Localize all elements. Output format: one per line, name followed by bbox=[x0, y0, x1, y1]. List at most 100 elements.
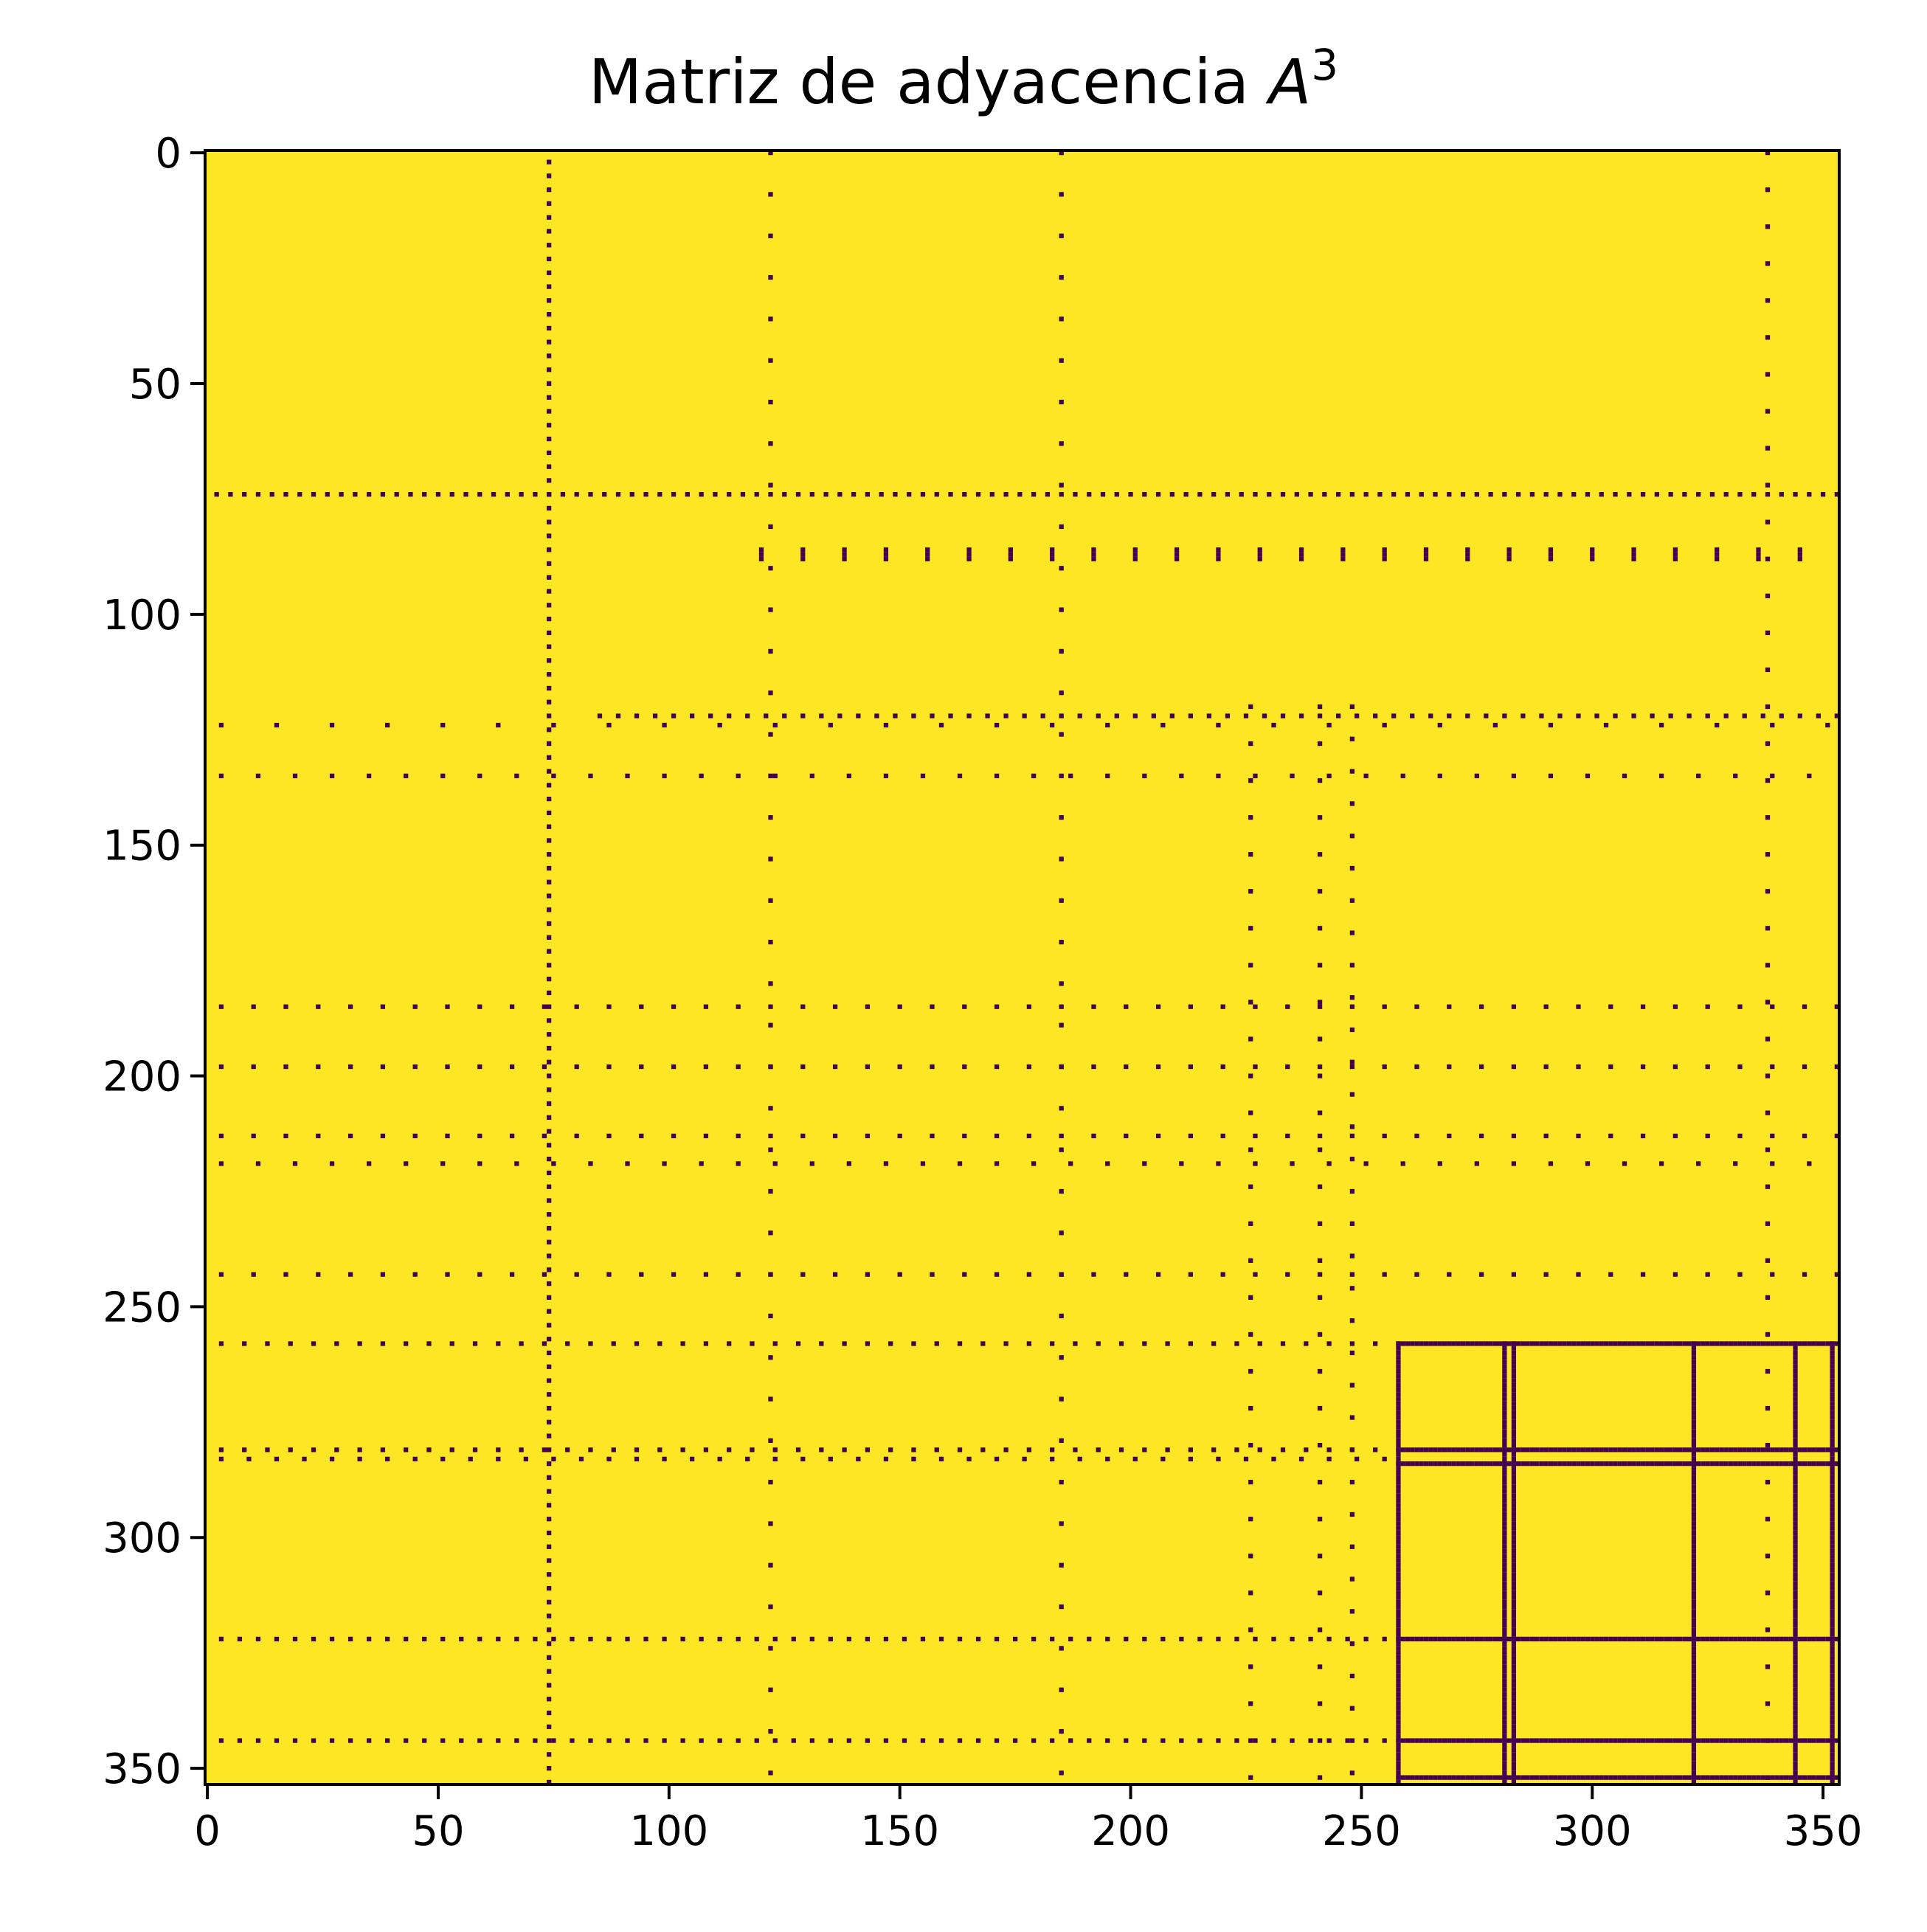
heatmap-zero-cell bbox=[768, 399, 773, 405]
heatmap-zero-cell bbox=[883, 547, 889, 553]
heatmap-zero-cell bbox=[1248, 852, 1253, 857]
heatmap-zero-cell bbox=[1793, 1562, 1798, 1568]
heatmap-zero-cell bbox=[302, 1456, 307, 1462]
heatmap-zero-cell bbox=[1105, 1636, 1110, 1642]
heatmap-zero-cell bbox=[1672, 1004, 1678, 1009]
heatmap-zero-cell bbox=[547, 547, 552, 553]
heatmap-zero-cell bbox=[385, 1456, 390, 1462]
heatmap-zero-cell bbox=[1797, 1738, 1802, 1743]
heatmap-zero-cell bbox=[1511, 1562, 1517, 1568]
heatmap-zero-cell bbox=[547, 658, 552, 663]
heatmap-zero-cell bbox=[237, 1636, 243, 1642]
heatmap-zero-cell bbox=[1396, 1374, 1401, 1379]
heatmap-zero-cell bbox=[888, 1341, 893, 1346]
heatmap-zero-cell bbox=[1317, 1221, 1323, 1226]
heatmap-zero-cell bbox=[1691, 1576, 1697, 1582]
heatmap-zero-cell bbox=[547, 616, 552, 622]
heatmap-zero-cell bbox=[292, 1636, 298, 1642]
heatmap-zero-cell bbox=[791, 1738, 796, 1743]
heatmap-zero-cell bbox=[994, 773, 1000, 778]
heatmap-zero-cell bbox=[1793, 1410, 1798, 1416]
heatmap-zero-cell bbox=[514, 1738, 519, 1743]
heatmap-zero-cell bbox=[1091, 1272, 1096, 1277]
heatmap-zero-cell bbox=[795, 1341, 801, 1346]
heatmap-zero-cell bbox=[1511, 1683, 1517, 1688]
heatmap-zero-cell bbox=[1216, 1738, 1221, 1743]
heatmap-zero-cell bbox=[1691, 1461, 1697, 1467]
heatmap-zero-cell bbox=[1516, 1447, 1521, 1453]
heatmap-zero-cell bbox=[966, 713, 972, 719]
heatmap-zero-cell bbox=[1396, 1507, 1401, 1512]
heatmap-zero-cell bbox=[1317, 778, 1323, 783]
heatmap-zero-cell bbox=[837, 713, 843, 719]
heatmap-zero-cell bbox=[768, 939, 773, 945]
heatmap-zero-cell bbox=[1317, 1036, 1323, 1042]
heatmap-zero-cell bbox=[1797, 547, 1802, 553]
heatmap-zero-cell bbox=[1807, 1161, 1812, 1166]
heatmap-zero-cell bbox=[1622, 1461, 1627, 1467]
heatmap-zero-cell bbox=[1396, 1632, 1401, 1637]
heatmap-zero-cell bbox=[1271, 722, 1276, 728]
title-exponent: 3 bbox=[1311, 40, 1338, 90]
heatmap-zero-cell bbox=[1793, 1480, 1798, 1485]
heatmap-zero-cell bbox=[1396, 1517, 1401, 1522]
heatmap-zero-cell bbox=[1447, 1133, 1452, 1139]
heatmap-zero-cell bbox=[422, 1636, 427, 1642]
heatmap-zero-cell bbox=[768, 358, 773, 363]
heatmap-zero-cell bbox=[1050, 1447, 1055, 1453]
heatmap-zero-cell bbox=[1622, 1447, 1627, 1453]
heatmap-zero-cell bbox=[1571, 1775, 1577, 1780]
heatmap-zero-cell bbox=[496, 1341, 501, 1346]
heatmap-zero-cell bbox=[1502, 1765, 1507, 1771]
heatmap-zero-cell bbox=[547, 409, 552, 414]
heatmap-zero-cell bbox=[1502, 1507, 1507, 1512]
heatmap-zero-cell bbox=[1701, 1738, 1706, 1743]
heatmap-zero-cell bbox=[1793, 1715, 1798, 1720]
heatmap-zero-cell bbox=[547, 270, 552, 275]
heatmap-zero-cell bbox=[1820, 1461, 1826, 1467]
heatmap-zero-cell bbox=[1414, 1341, 1419, 1346]
heatmap-zero-cell bbox=[1737, 1775, 1743, 1780]
heatmap-zero-cell bbox=[1022, 1456, 1027, 1462]
heatmap-zero-cell bbox=[1797, 1341, 1802, 1346]
heatmap-zero-cell bbox=[412, 1133, 418, 1139]
heatmap-zero-cell bbox=[1834, 1636, 1839, 1642]
heatmap-zero-cell bbox=[1419, 1738, 1424, 1743]
heatmap-zero-cell bbox=[426, 1341, 432, 1346]
heatmap-zero-cell bbox=[1396, 1452, 1401, 1457]
heatmap-zero-cell bbox=[1709, 1738, 1715, 1743]
heatmap-zero-cell bbox=[1793, 1613, 1798, 1618]
heatmap-zero-cell bbox=[547, 1530, 552, 1536]
heatmap-zero-cell bbox=[1543, 1341, 1549, 1346]
heatmap-zero-cell bbox=[1050, 556, 1055, 561]
heatmap-zero-cell bbox=[1059, 482, 1064, 488]
heatmap-zero-cell bbox=[1451, 1461, 1456, 1467]
heatmap-zero-cell bbox=[1349, 1004, 1355, 1009]
heatmap-zero-cell bbox=[1511, 1581, 1517, 1586]
heatmap-zero-cell bbox=[962, 1272, 967, 1277]
heatmap-zero-cell bbox=[1691, 1609, 1697, 1614]
heatmap-zero-cell bbox=[1502, 1526, 1507, 1531]
heatmap-zero-cell bbox=[1511, 1660, 1517, 1665]
heatmap-zero-cell bbox=[1059, 441, 1064, 446]
heatmap-zero-cell bbox=[1765, 1368, 1771, 1374]
heatmap-zero-cell bbox=[1793, 1697, 1798, 1702]
heatmap-zero-cell bbox=[1248, 741, 1253, 747]
x-tick-label: 150 bbox=[860, 1807, 939, 1855]
heatmap-zero-cell bbox=[547, 353, 552, 359]
heatmap-zero-cell bbox=[1793, 1346, 1798, 1351]
heatmap-zero-cell bbox=[768, 482, 773, 488]
heatmap-zero-cell bbox=[1169, 492, 1174, 497]
heatmap-zero-cell bbox=[1031, 1738, 1037, 1743]
heatmap-zero-cell bbox=[1349, 1415, 1355, 1420]
heatmap-zero-cell bbox=[519, 1341, 524, 1346]
heatmap-zero-cell bbox=[897, 1064, 902, 1070]
heatmap-zero-cell bbox=[1502, 1738, 1507, 1743]
heatmap-zero-cell bbox=[1400, 1461, 1405, 1467]
heatmap-zero-cell bbox=[1349, 1350, 1355, 1356]
heatmap-zero-cell bbox=[657, 492, 662, 497]
heatmap-zero-cell bbox=[1793, 1405, 1798, 1411]
heatmap-zero-cell bbox=[1830, 1599, 1835, 1604]
heatmap-zero-cell bbox=[1793, 1692, 1798, 1697]
heatmap-zero-cell bbox=[1248, 1775, 1253, 1780]
